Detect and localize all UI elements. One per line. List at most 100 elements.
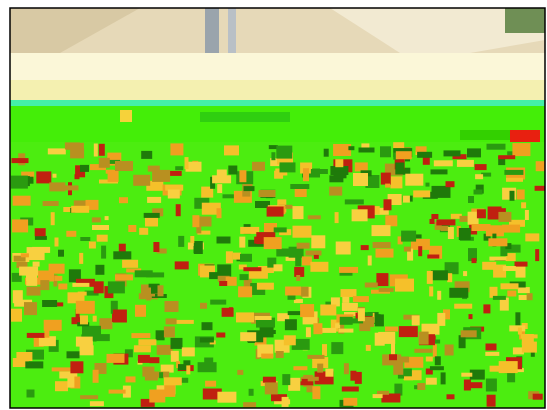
noise-patch bbox=[492, 295, 506, 300]
noise-patch bbox=[70, 376, 81, 389]
noise-patch bbox=[521, 334, 534, 345]
grass-noise bbox=[10, 142, 545, 408]
noise-patch bbox=[365, 344, 371, 351]
noise-patch bbox=[498, 211, 512, 222]
noise-patch bbox=[34, 235, 47, 240]
noise-patch bbox=[84, 290, 99, 296]
noise-patch bbox=[248, 268, 268, 279]
noise-patch bbox=[152, 208, 164, 217]
noise-patch bbox=[292, 225, 312, 238]
noise-patch bbox=[256, 282, 274, 290]
noise-patch bbox=[95, 264, 105, 275]
noise-patch bbox=[485, 351, 500, 356]
noise-patch bbox=[13, 255, 26, 262]
noise-patch bbox=[261, 353, 274, 359]
noise-patch bbox=[468, 314, 473, 320]
noise-patch bbox=[178, 235, 185, 247]
noise-patch bbox=[175, 204, 181, 217]
noise-patch bbox=[75, 300, 95, 314]
noise-patch bbox=[147, 196, 162, 203]
noise-patch bbox=[266, 206, 284, 217]
noise-patch bbox=[236, 312, 254, 323]
noise-patch bbox=[107, 281, 125, 294]
noise-patch bbox=[425, 356, 433, 362]
noise-patch bbox=[372, 394, 383, 399]
noise-patch bbox=[397, 236, 403, 245]
noise-patch bbox=[275, 351, 284, 358]
noise-patch bbox=[454, 303, 473, 309]
noise-patch bbox=[91, 217, 101, 223]
noise-patch bbox=[270, 158, 280, 167]
noise-patch bbox=[170, 143, 184, 156]
noise-patch bbox=[32, 261, 40, 267]
noise-patch bbox=[115, 161, 133, 171]
noise-patch bbox=[255, 201, 270, 208]
noise-patch bbox=[70, 148, 85, 159]
noise-patch bbox=[64, 142, 80, 150]
noise-patch bbox=[492, 208, 506, 213]
noise-patch bbox=[186, 365, 191, 375]
noise-patch bbox=[199, 337, 214, 343]
noise-patch bbox=[482, 261, 497, 270]
noise-patch bbox=[152, 169, 171, 182]
noise-patch bbox=[11, 272, 22, 282]
noise-patch bbox=[383, 199, 392, 211]
noise-patch bbox=[333, 144, 352, 156]
noise-patch bbox=[229, 307, 233, 316]
noise-patch bbox=[405, 173, 424, 186]
noise-patch bbox=[166, 170, 182, 176]
noise-patch bbox=[307, 354, 325, 359]
noise-patch bbox=[26, 332, 45, 338]
noise-patch bbox=[276, 248, 292, 257]
noise-patch bbox=[243, 279, 252, 291]
noise-patch bbox=[271, 152, 276, 161]
noise-patch bbox=[212, 175, 232, 184]
noise-patch bbox=[153, 242, 160, 252]
noise-patch bbox=[305, 250, 322, 256]
noise-patch bbox=[512, 347, 524, 355]
noise-patch bbox=[498, 361, 518, 374]
noise-patch bbox=[340, 289, 357, 298]
noise-patch bbox=[367, 255, 372, 266]
noise-patch bbox=[19, 266, 39, 276]
noise-patch bbox=[93, 281, 104, 294]
noise-patch bbox=[285, 256, 296, 261]
noise-patch bbox=[122, 259, 139, 268]
noise-patch bbox=[295, 253, 302, 267]
noise-patch bbox=[119, 197, 128, 204]
noise-patch bbox=[341, 386, 359, 392]
noise-patch bbox=[92, 225, 109, 230]
noise-patch bbox=[36, 171, 52, 184]
noise-patch bbox=[209, 272, 221, 280]
noise-patch bbox=[82, 325, 101, 337]
noise-patch bbox=[403, 370, 422, 381]
tent-shade bbox=[10, 8, 140, 53]
noise-patch bbox=[51, 367, 71, 372]
noise-patch bbox=[360, 316, 375, 327]
noise-patch bbox=[512, 143, 531, 157]
noise-patch bbox=[192, 215, 200, 228]
noise-patch bbox=[12, 290, 23, 304]
noise-patch bbox=[365, 175, 380, 188]
noise-patch bbox=[509, 219, 525, 227]
noise-patch bbox=[14, 299, 33, 307]
noise-patch bbox=[380, 146, 391, 158]
noise-patch bbox=[440, 226, 449, 231]
noise-patch bbox=[287, 311, 307, 316]
noise-patch bbox=[140, 398, 155, 407]
noise-patch bbox=[73, 200, 92, 207]
tent-pole bbox=[228, 8, 236, 53]
noise-patch bbox=[21, 171, 35, 179]
noise-patch bbox=[281, 396, 289, 407]
noise-patch bbox=[146, 287, 151, 301]
noise-patch bbox=[88, 241, 96, 249]
noise-patch bbox=[196, 221, 202, 234]
noise-patch bbox=[62, 185, 79, 191]
noise-patch bbox=[193, 216, 212, 227]
noise-patch bbox=[499, 297, 509, 311]
noise-patch bbox=[374, 314, 384, 327]
noise-patch bbox=[72, 282, 90, 287]
noise-patch bbox=[216, 236, 231, 244]
noise-patch bbox=[216, 208, 222, 219]
noise-patch bbox=[205, 380, 217, 387]
